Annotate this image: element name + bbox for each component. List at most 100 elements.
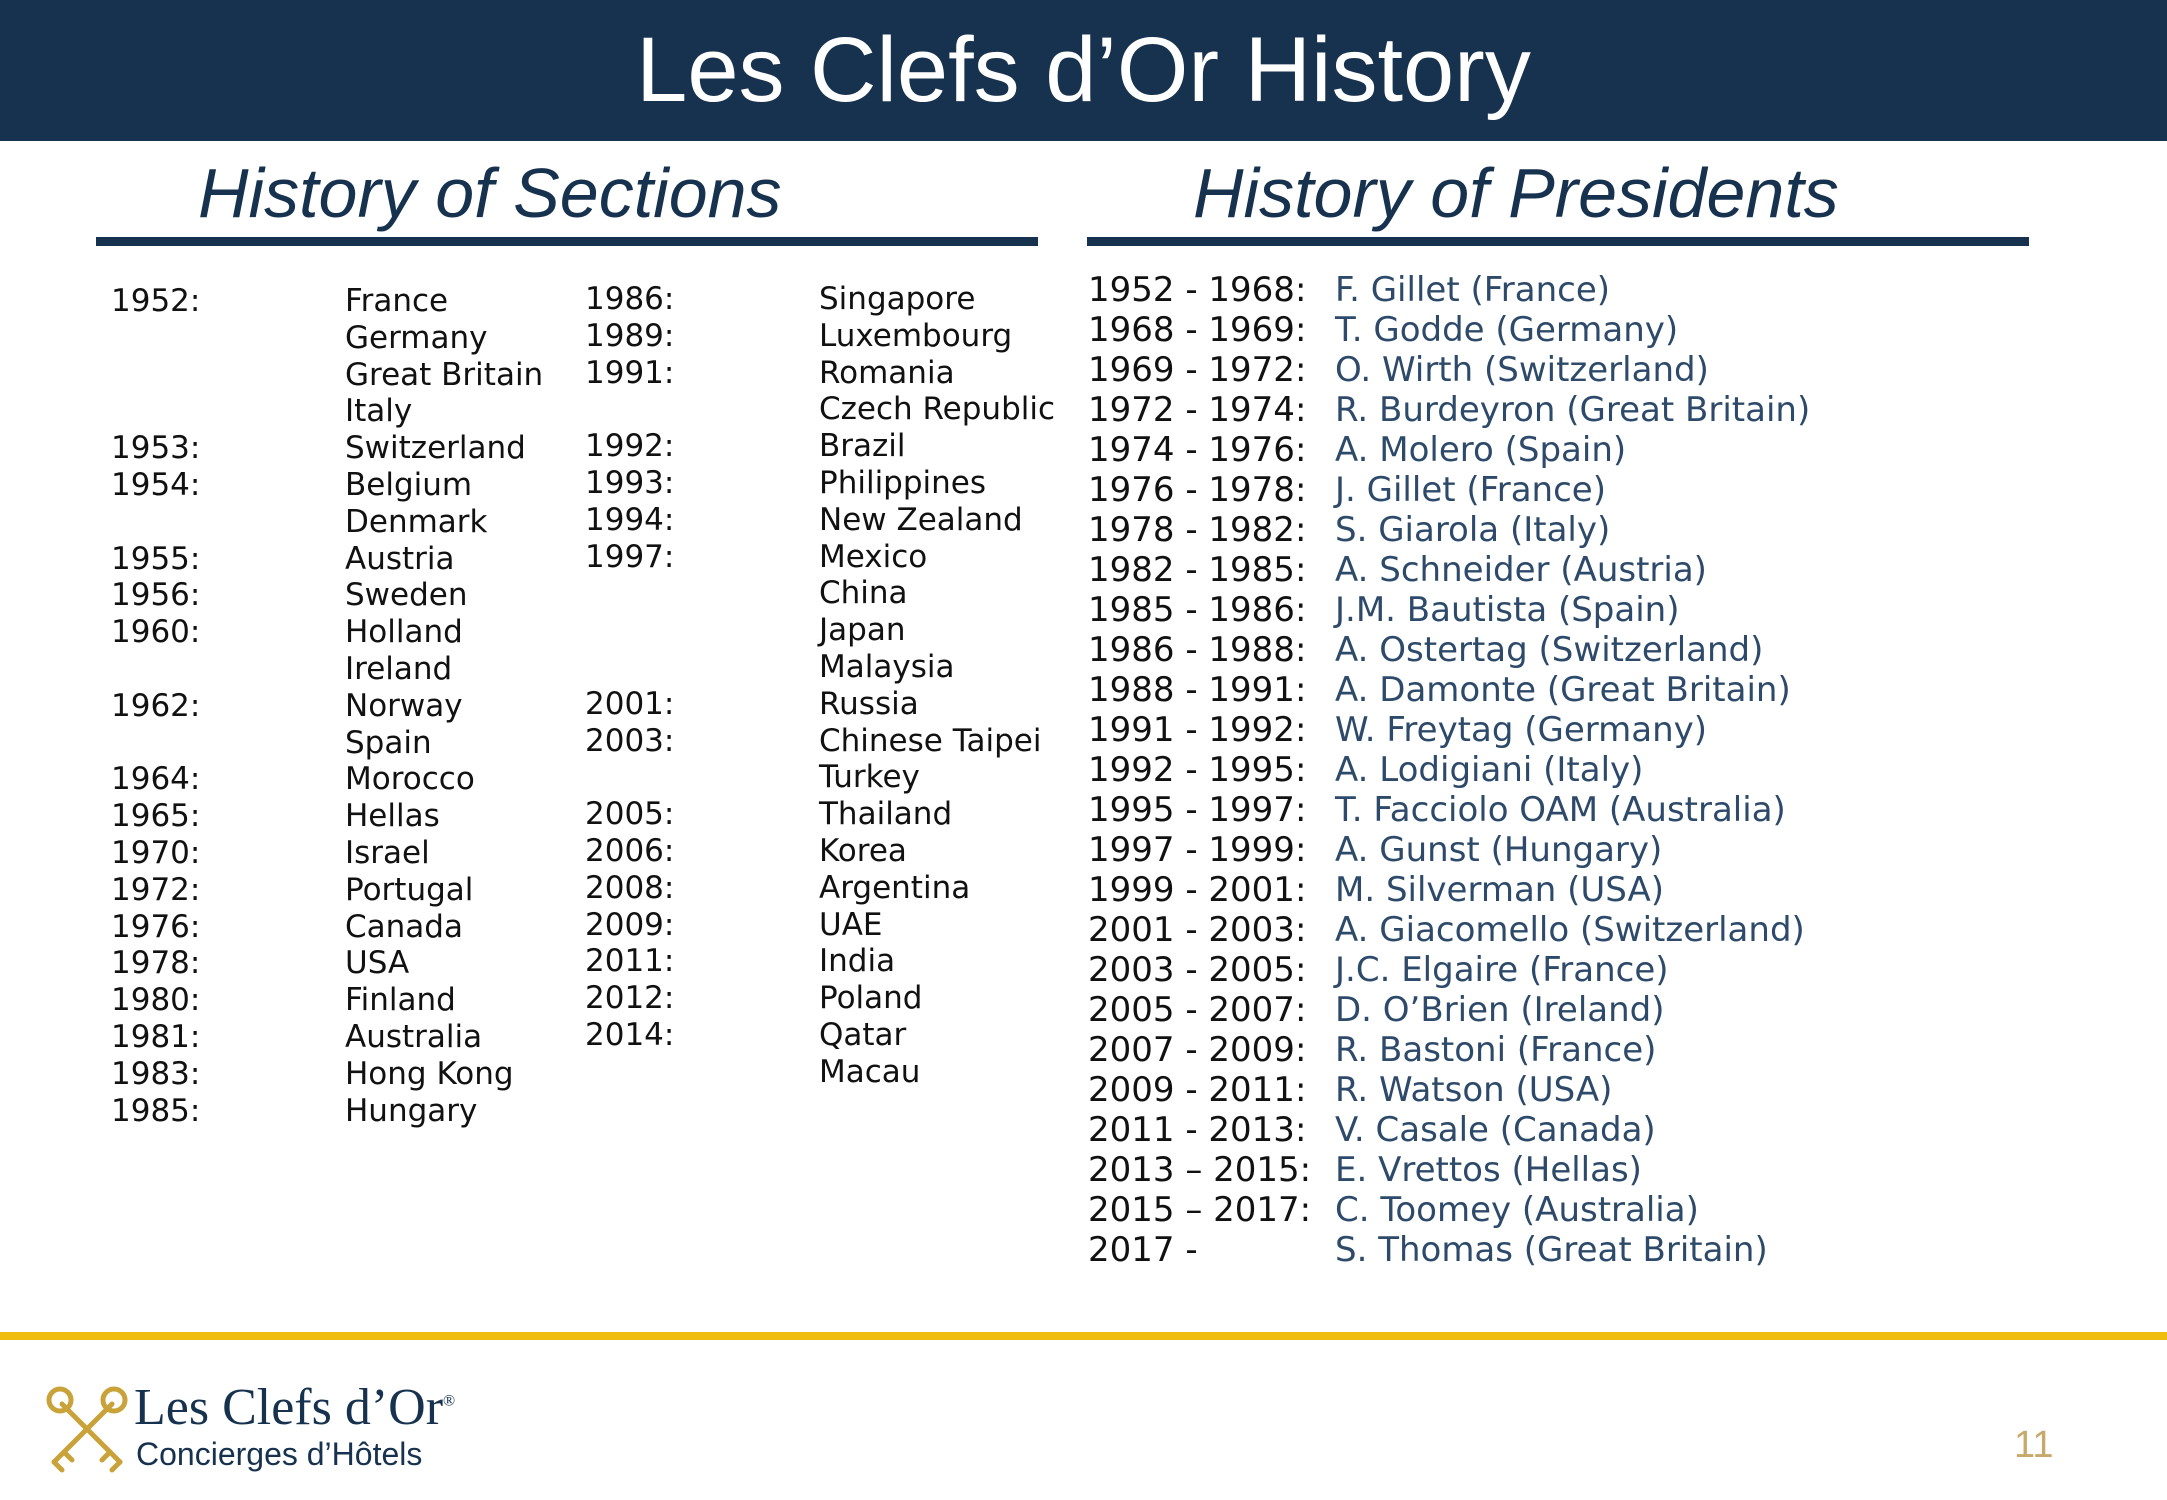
section-year: 1952:	[111, 283, 201, 319]
logo-title: Les Clefs d’Or	[134, 1379, 444, 1436]
section-year: 2014:	[585, 1016, 675, 1053]
president-name: A. Schneider (Austria)	[1335, 550, 1707, 590]
president-term: 1972 - 1974:	[1088, 390, 1307, 430]
section-year	[585, 649, 674, 686]
section-country: New Zealand	[819, 501, 1023, 538]
sections-col1-countries: France Germany Great Britain Italy Switzerla…	[345, 283, 543, 1129]
president-name: R. Burdeyron (Great Britain)	[1335, 390, 1811, 430]
title-banner: Les Clefs d’Or History	[0, 0, 2167, 141]
president-name: A. Gunst (Hungary)	[1335, 830, 1663, 870]
section-country: Argentina	[819, 869, 971, 906]
section-country: India	[819, 943, 896, 980]
section-country: Sweden	[345, 577, 468, 614]
section-country: Israel	[345, 834, 430, 871]
section-year: 2008:	[585, 869, 675, 906]
section-year: 1972:	[111, 871, 201, 908]
president-term: 1968 - 1969:	[1088, 310, 1307, 350]
president-name: S. Giarola (Italy)	[1335, 510, 1611, 550]
section-year: 1962:	[111, 687, 201, 724]
section-country: Italy	[345, 393, 413, 430]
president-term: 2005 - 2007:	[1088, 990, 1307, 1030]
president-term: 1952 - 1968:	[1088, 270, 1307, 310]
section-country: UAE	[819, 906, 883, 943]
president-term: 1991 - 1992:	[1088, 710, 1307, 750]
president-name: A. Lodigiani (Italy)	[1335, 750, 1644, 790]
section-year: 1965:	[111, 798, 201, 835]
section-country: Canada	[345, 908, 463, 945]
section-country: Russia	[819, 685, 919, 722]
section-country: Romania	[819, 354, 955, 391]
president-term: 1978 - 1982:	[1088, 510, 1307, 550]
president-name: T. Facciolo OAM (Australia)	[1335, 790, 1786, 830]
section-country: Great Britain	[345, 356, 544, 393]
section-year: 1960:	[111, 614, 201, 651]
president-term: 1988 - 1991:	[1088, 670, 1307, 710]
section-country: Morocco	[345, 761, 475, 798]
section-year	[111, 651, 200, 688]
section-year	[111, 357, 200, 394]
president-term: 1985 - 1986:	[1088, 590, 1307, 630]
president-name: A. Damonte (Great Britain)	[1335, 670, 1791, 710]
page-title: Les Clefs d’Or History	[636, 19, 1531, 121]
section-country: Turkey	[819, 759, 920, 796]
section-country: Ireland	[345, 650, 453, 687]
section-country: Switzerland	[345, 430, 526, 467]
sections-heading: History of Sections	[198, 154, 782, 232]
section-country: Thailand	[819, 796, 953, 833]
president-term: 2015 – 2017:	[1088, 1190, 1312, 1230]
section-year	[585, 612, 674, 649]
president-name: M. Silverman (USA)	[1335, 870, 1665, 910]
section-country: Germany	[345, 319, 488, 356]
section-year: 1978:	[111, 945, 201, 982]
president-name: V. Casale (Canada)	[1335, 1110, 1656, 1150]
president-name: R. Watson (USA)	[1335, 1070, 1613, 1110]
section-country: Hellas	[345, 798, 440, 835]
president-term: 1969 - 1972:	[1088, 350, 1307, 390]
section-year	[585, 759, 674, 796]
section-country: Hungary	[345, 1092, 478, 1129]
section-country: Poland	[819, 980, 923, 1017]
page-number: 11	[2014, 1424, 2054, 1466]
crossed-keys-icon	[46, 1386, 128, 1473]
president-term: 1995 - 1997:	[1088, 790, 1307, 830]
sections-col2-years: 1986: 1989: 1991: 1992: 1993: 1994: 1997: 2001:…	[585, 281, 674, 1091]
sections-col1-years: 1952: 1953: 1954: 1955: 1956: 1960: 1962: 1964:…	[111, 283, 200, 1129]
section-country: Spain	[345, 724, 432, 761]
section-country: Luxembourg	[819, 317, 1013, 354]
section-country: Mexico	[819, 538, 928, 575]
president-name: S. Thomas (Great Britain)	[1335, 1230, 1768, 1270]
section-country: France	[345, 283, 449, 319]
registered-mark: ®	[443, 1392, 456, 1410]
president-term: 1999 - 2001:	[1088, 870, 1307, 910]
section-year	[585, 575, 674, 612]
president-term: 2001 - 2003:	[1088, 910, 1307, 950]
section-country: Malaysia	[819, 648, 955, 685]
president-term: 2003 - 2005:	[1088, 950, 1307, 990]
president-term: 1992 - 1995:	[1088, 750, 1307, 790]
president-name: F. Gillet (France)	[1335, 270, 1611, 310]
president-name: R. Bastoni (France)	[1335, 1030, 1657, 1070]
section-country: Brazil	[819, 428, 906, 465]
section-year: 1981:	[111, 1018, 201, 1055]
section-country: Portugal	[345, 871, 474, 908]
president-term: 2013 – 2015:	[1088, 1150, 1312, 1190]
president-term: 2017 -	[1088, 1230, 1198, 1270]
section-year: 1997:	[585, 538, 675, 575]
section-country: Norway	[345, 687, 463, 724]
section-country: Denmark	[345, 503, 488, 540]
section-country: Korea	[819, 832, 907, 869]
section-country: Singapore	[819, 281, 976, 317]
sections-col2-countries: Singapore Luxembourg Romania Czech Republic…	[819, 281, 1055, 1091]
section-year: 1989:	[585, 317, 675, 354]
les-clefs-dor-logo: Les Clefs d’Or® Concierges d’Hôtels	[42, 1379, 462, 1482]
presidents-heading: History of Presidents	[1193, 154, 1839, 232]
section-country: Finland	[345, 982, 456, 1019]
section-year: 1993:	[585, 464, 675, 501]
section-year: 2006:	[585, 832, 675, 869]
president-name: C. Toomey (Australia)	[1335, 1190, 1699, 1230]
presidents-years: 1952 - 1968: 1968 - 1969: 1969 - 1972: 1972…	[1088, 270, 1311, 1270]
section-country: Qatar	[819, 1016, 907, 1053]
section-year	[585, 391, 674, 428]
section-year: 1964:	[111, 761, 201, 798]
section-year: 1991:	[585, 354, 675, 391]
